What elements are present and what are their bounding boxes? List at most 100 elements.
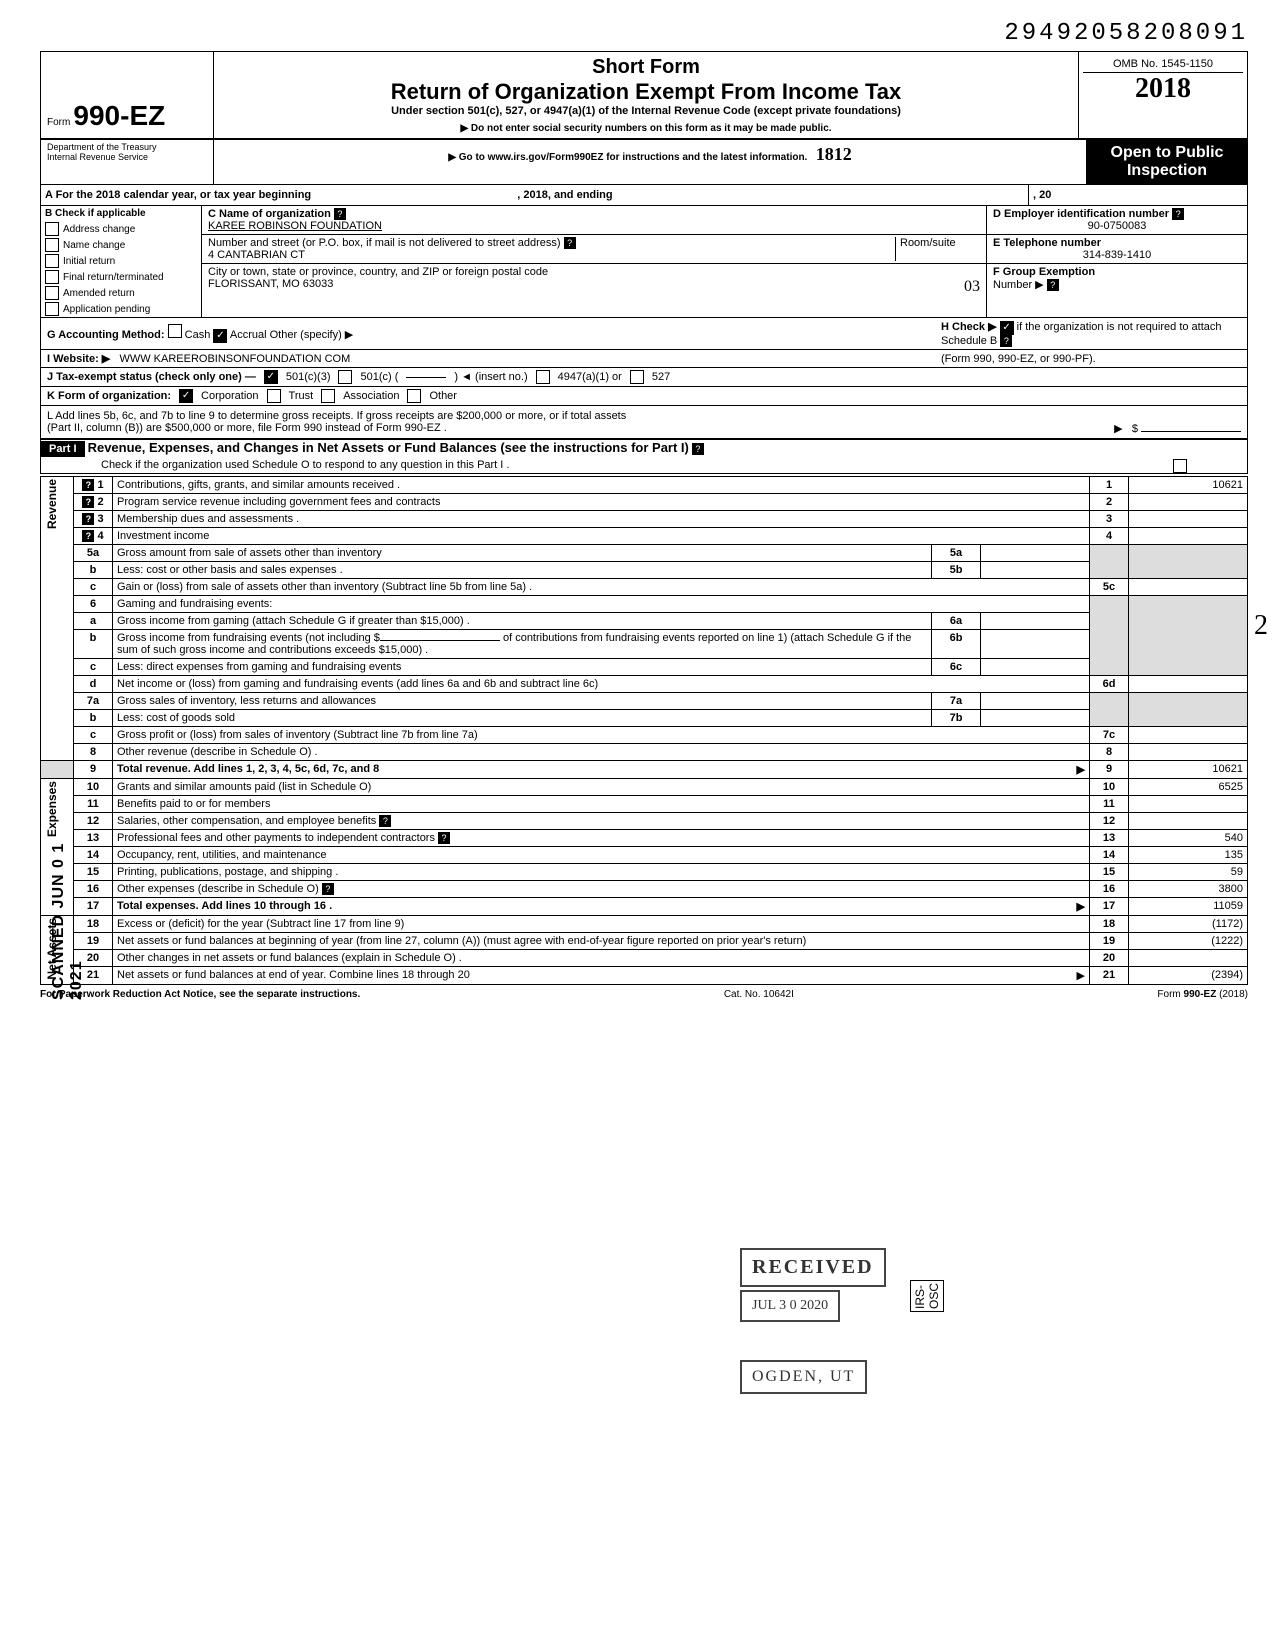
table-row: b Less: cost or other basis and sales ex… xyxy=(41,562,1248,579)
checkbox[interactable] xyxy=(45,302,59,316)
help-icon[interactable]: ? xyxy=(438,832,450,844)
checkbox-accrual[interactable]: ✓ xyxy=(213,329,227,343)
title-cell: Short Form Return of Organization Exempt… xyxy=(214,52,1079,138)
line-num: 8 xyxy=(74,744,113,761)
checkbox-4947[interactable] xyxy=(536,370,550,384)
part1-header: Part I Revenue, Expenses, and Changes in… xyxy=(40,440,1248,474)
help-icon[interactable]: ? xyxy=(82,479,94,491)
checkbox-trust[interactable] xyxy=(267,389,281,403)
e-phone: E Telephone number 314-839-1410 xyxy=(987,235,1247,264)
line-desc: Contributions, gifts, grants, and simila… xyxy=(113,477,1090,494)
line-desc: Gross sales of inventory, less returns a… xyxy=(113,693,932,710)
line-value: 135 xyxy=(1129,847,1248,864)
checkbox-schedule-o[interactable] xyxy=(1173,459,1187,473)
cb-label: Address change xyxy=(63,224,135,235)
shaded xyxy=(1090,596,1129,676)
omb-number: OMB No. 1545-1150 xyxy=(1083,56,1243,73)
checkbox[interactable] xyxy=(45,286,59,300)
handwritten-2: 2 xyxy=(1254,610,1268,642)
help-icon[interactable]: ? xyxy=(1172,208,1184,220)
help-icon[interactable]: ? xyxy=(1000,335,1012,347)
cash-label: Cash xyxy=(185,329,211,341)
line-num: c xyxy=(74,579,113,596)
line-desc: Occupancy, rent, utilities, and maintena… xyxy=(113,847,1090,864)
h-label: H Check ▶ xyxy=(941,321,997,333)
cb-amended: Amended return xyxy=(41,285,201,301)
org-name: KAREE ROBINSON FOUNDATION xyxy=(208,220,382,232)
checkbox[interactable] xyxy=(45,222,59,236)
line-desc: Other expenses (describe in Schedule O) … xyxy=(113,881,1090,898)
help-icon[interactable]: ? xyxy=(82,530,94,542)
line-rnum: 4 xyxy=(1090,528,1129,545)
goto-cell: ▶ Go to www.irs.gov/Form990EZ for instru… xyxy=(214,140,1087,184)
footer: For Paperwork Reduction Act Notice, see … xyxy=(40,985,1248,1000)
help-icon[interactable]: ? xyxy=(564,237,576,249)
line-value: 59 xyxy=(1129,864,1248,881)
line-rnum: 7c xyxy=(1090,727,1129,744)
checkbox-501c3[interactable]: ✓ xyxy=(264,370,278,384)
table-row: c Gain or (loss) from sale of assets oth… xyxy=(41,579,1248,596)
help-icon[interactable]: ? xyxy=(334,208,346,220)
cb-final: Final return/terminated xyxy=(41,269,201,285)
table-row: 21 Net assets or fund balances at end of… xyxy=(41,967,1248,985)
b-header: B Check if applicable xyxy=(41,206,201,221)
checkbox[interactable] xyxy=(45,270,59,284)
form-container: SCANNED JUN 0 1 2021 29492058208091 Form… xyxy=(40,20,1248,1000)
checkbox-527[interactable] xyxy=(630,370,644,384)
checkbox-assoc[interactable] xyxy=(321,389,335,403)
footer-right: Form 990-EZ (2018) xyxy=(1157,989,1248,1000)
checkbox[interactable] xyxy=(45,254,59,268)
line-rnum: 2 xyxy=(1090,494,1129,511)
help-icon[interactable]: ? xyxy=(692,443,704,455)
received-stamp: RECEIVED xyxy=(740,1248,886,1287)
row-l: L Add lines 5b, 6c, and 7b to line 9 to … xyxy=(40,406,1248,440)
line-value xyxy=(1129,813,1248,830)
l-dollar: $ xyxy=(1132,423,1138,435)
col-c: C Name of organization ? KAREE ROBINSON … xyxy=(202,206,987,317)
table-row: 7a Gross sales of inventory, less return… xyxy=(41,693,1248,710)
line-num: ? 2 xyxy=(74,494,113,511)
line-value xyxy=(1129,676,1248,693)
line-rnum: 14 xyxy=(1090,847,1129,864)
line-rnum: 8 xyxy=(1090,744,1129,761)
checkbox-other[interactable] xyxy=(407,389,421,403)
sub-num: 6b xyxy=(932,630,981,659)
goto-text: ▶ Go to www.irs.gov/Form990EZ for instru… xyxy=(448,152,807,163)
tax-year: 2018 xyxy=(1083,73,1243,105)
c-city: City or town, state or province, country… xyxy=(202,264,986,292)
line-value xyxy=(1129,511,1248,528)
checkbox[interactable] xyxy=(45,238,59,252)
line-desc: Total expenses. Add lines 10 through 16 … xyxy=(113,898,1090,916)
line-desc: Professional fees and other payments to … xyxy=(113,830,1090,847)
shaded xyxy=(1090,693,1129,727)
line-rnum: 5c xyxy=(1090,579,1129,596)
sub-num: 6c xyxy=(932,659,981,676)
help-icon[interactable]: ? xyxy=(1047,279,1059,291)
checkbox-h[interactable]: ✓ xyxy=(1000,321,1014,335)
table-row: 12 Salaries, other compensation, and emp… xyxy=(41,813,1248,830)
line-value xyxy=(1129,494,1248,511)
help-icon[interactable]: ? xyxy=(379,815,391,827)
help-icon[interactable]: ? xyxy=(322,883,334,895)
line-value xyxy=(1129,528,1248,545)
sub-val xyxy=(981,562,1090,579)
checkbox-corp[interactable]: ✓ xyxy=(179,389,193,403)
sub-val xyxy=(981,659,1090,676)
line-rnum: 16 xyxy=(1090,881,1129,898)
open-public-2: Inspection xyxy=(1127,162,1207,179)
open-public-1: Open to Public xyxy=(1111,144,1224,161)
checkbox-cash[interactable] xyxy=(168,324,182,338)
line-value: 6525 xyxy=(1129,779,1248,796)
k-corp: Corporation xyxy=(201,390,258,402)
cb-label: Amended return xyxy=(63,288,135,299)
line-desc: Gross income from fundraising events (no… xyxy=(113,630,932,659)
col-b: B Check if applicable Address change Nam… xyxy=(41,206,202,317)
table-row: 8 Other revenue (describe in Schedule O)… xyxy=(41,744,1248,761)
help-icon[interactable]: ? xyxy=(82,513,94,525)
line-desc: Net assets or fund balances at beginning… xyxy=(113,933,1090,950)
checkbox-501c[interactable] xyxy=(338,370,352,384)
row-i: I Website: ▶ WWW KAREEROBINSONFOUNDATION… xyxy=(40,350,1248,368)
part1-label: Part I xyxy=(41,441,85,457)
line-value xyxy=(1129,744,1248,761)
help-icon[interactable]: ? xyxy=(82,496,94,508)
